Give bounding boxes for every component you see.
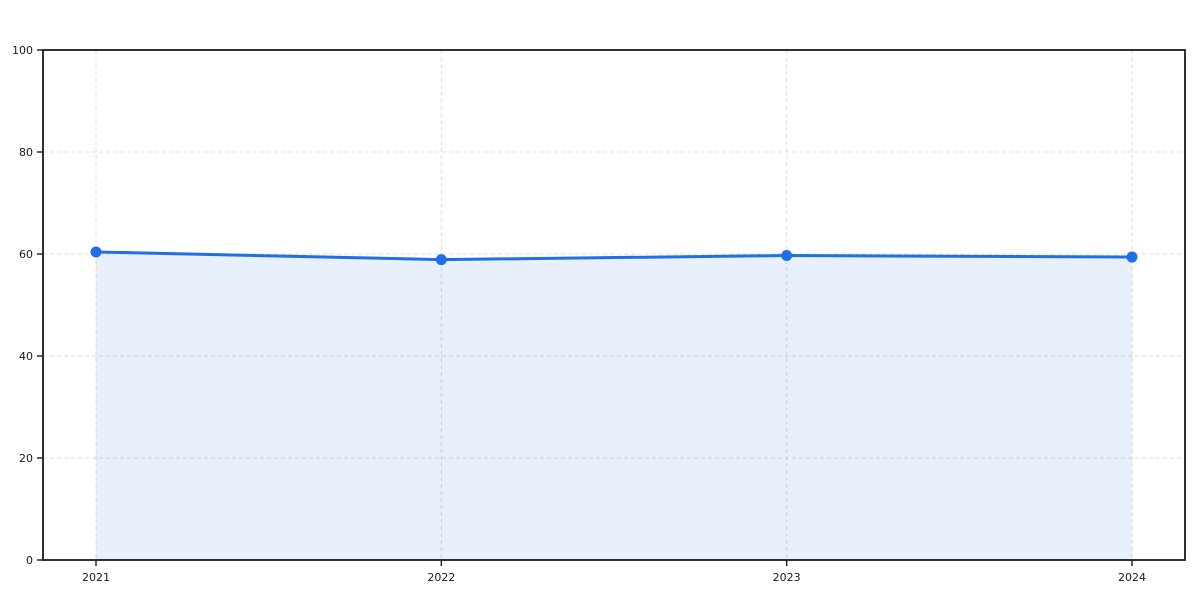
y-tick-label-20: 20 [19,452,33,465]
y-tick-label-0: 0 [26,554,33,567]
y-tick-label-40: 40 [19,350,33,363]
x-tick-label-2023: 2023 [773,571,801,584]
y-tick-label-60: 60 [19,248,33,261]
area-fill [96,251,1132,560]
x-tick-label-2024: 2024 [1118,571,1146,584]
data-point-2024 [1126,251,1138,263]
data-point-2021 [90,246,102,258]
y-tick-label-100: 100 [12,44,33,57]
data-point-2022 [435,254,447,266]
data-point-2023 [781,250,793,262]
y-tick-label-80: 80 [19,146,33,159]
axes-spines [42,49,1186,561]
trend-line [94,250,1134,262]
x-tick-label-2022: 2022 [427,571,455,584]
x-tick-label-2021: 2021 [82,571,110,584]
